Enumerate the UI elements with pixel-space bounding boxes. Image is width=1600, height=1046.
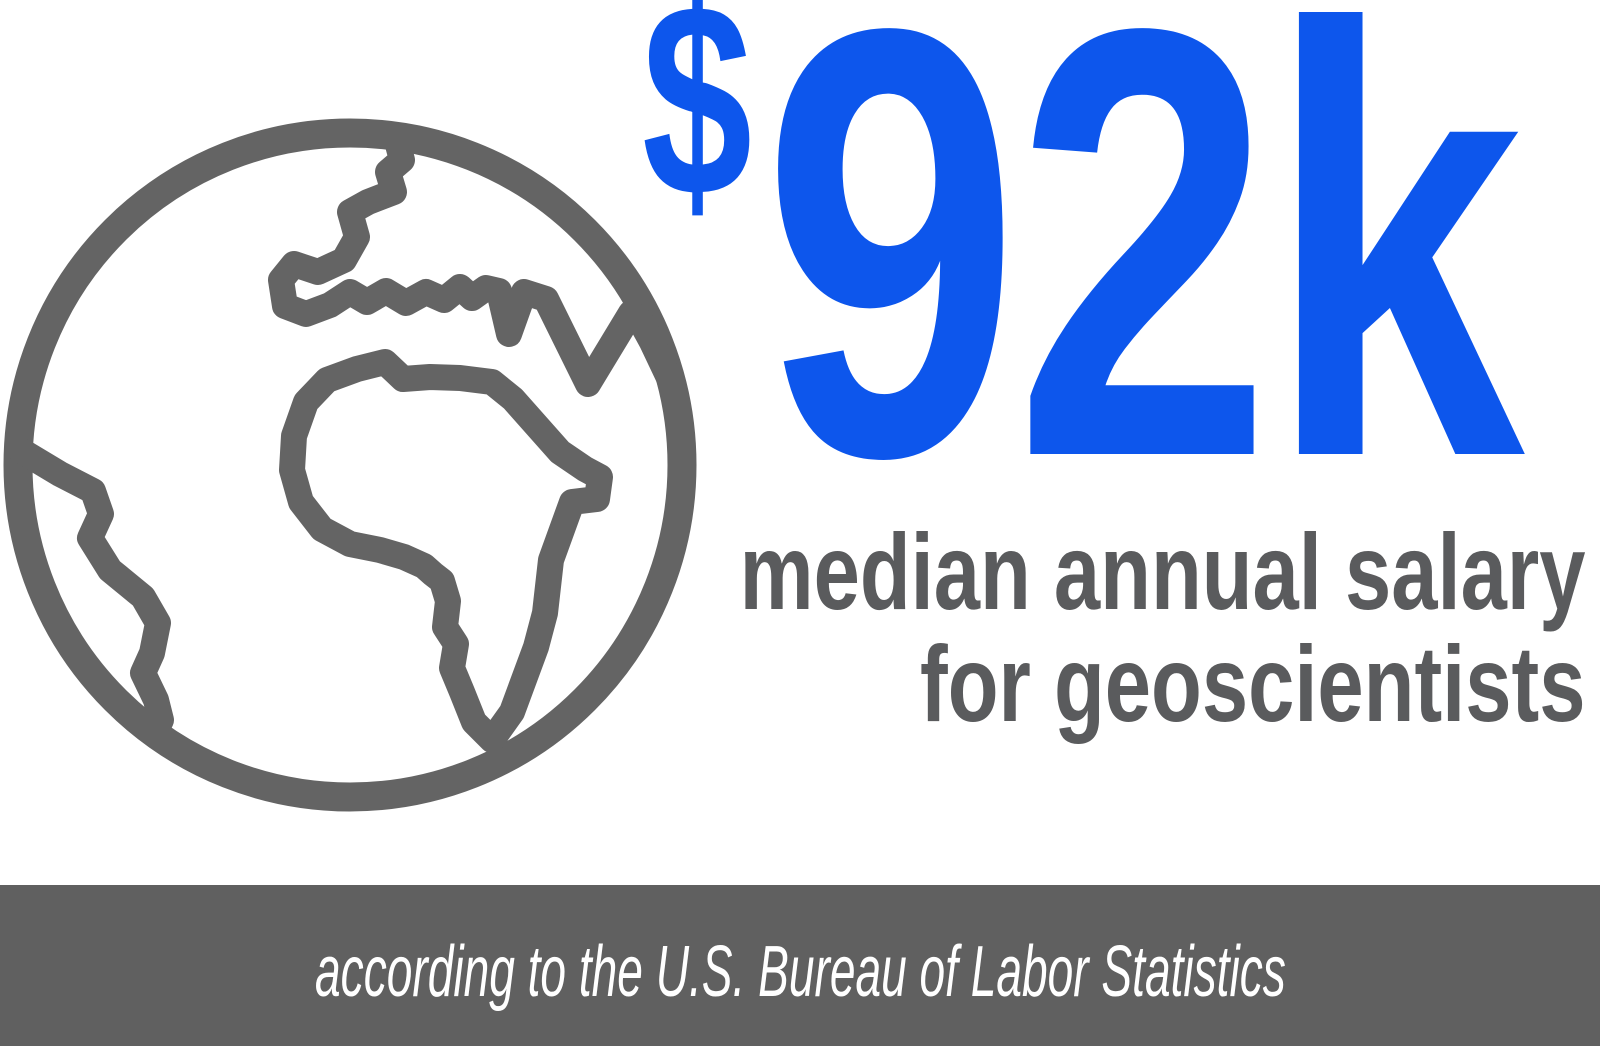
footer-bar: according to the U.S. Bureau of Labor St… xyxy=(0,885,1600,1046)
continent-south-america xyxy=(7,437,174,755)
globe-outline xyxy=(3,118,697,812)
currency-symbol: $ xyxy=(642,0,753,254)
continent-africa xyxy=(279,349,613,753)
globe-icon xyxy=(3,118,697,812)
subtitle: median annual salary for geoscientists xyxy=(739,516,1585,740)
subtitle-line-1: median annual salary xyxy=(739,511,1585,632)
subtitle-line-2: for geoscientists xyxy=(919,623,1585,744)
salary-value: 92k xyxy=(762,0,1524,584)
footer-attribution: according to the U.S. Bureau of Labor St… xyxy=(314,931,1286,1012)
continent-europe xyxy=(268,119,683,397)
